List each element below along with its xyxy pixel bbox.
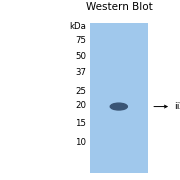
Text: 20: 20 (75, 101, 86, 110)
Text: 50: 50 (75, 52, 86, 61)
Text: 10: 10 (75, 138, 86, 147)
Text: ⅱ17kDa: ⅱ17kDa (175, 102, 180, 111)
Ellipse shape (110, 103, 127, 110)
Bar (90, 23, 148, 173)
Text: kDa: kDa (69, 22, 86, 31)
Text: 25: 25 (75, 87, 86, 96)
Text: 37: 37 (75, 68, 86, 77)
Text: 15: 15 (75, 119, 86, 128)
Text: 75: 75 (75, 36, 86, 45)
Text: Western Blot: Western Blot (86, 2, 153, 12)
